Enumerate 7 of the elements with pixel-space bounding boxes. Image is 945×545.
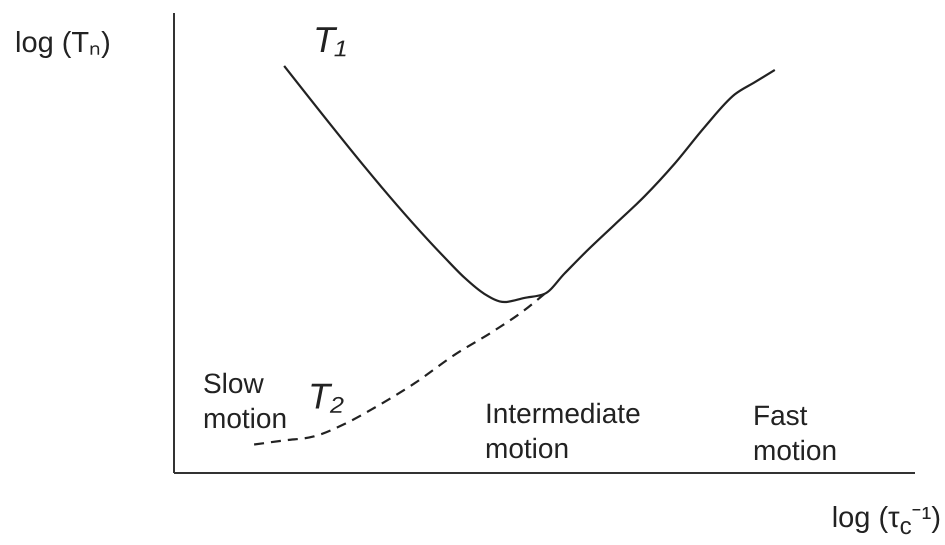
annotation: Intermediate motion (485, 397, 641, 466)
y-axis-title: log (Tₙ) (15, 27, 111, 59)
x-axis-title: log (τ$_{c}$⁻¹) (832, 502, 941, 540)
annotation: Fast motion (753, 399, 838, 468)
series-label: T₂ (308, 376, 344, 417)
annotation: Slow motion (203, 367, 288, 436)
series-label: T₁ (313, 18, 347, 60)
